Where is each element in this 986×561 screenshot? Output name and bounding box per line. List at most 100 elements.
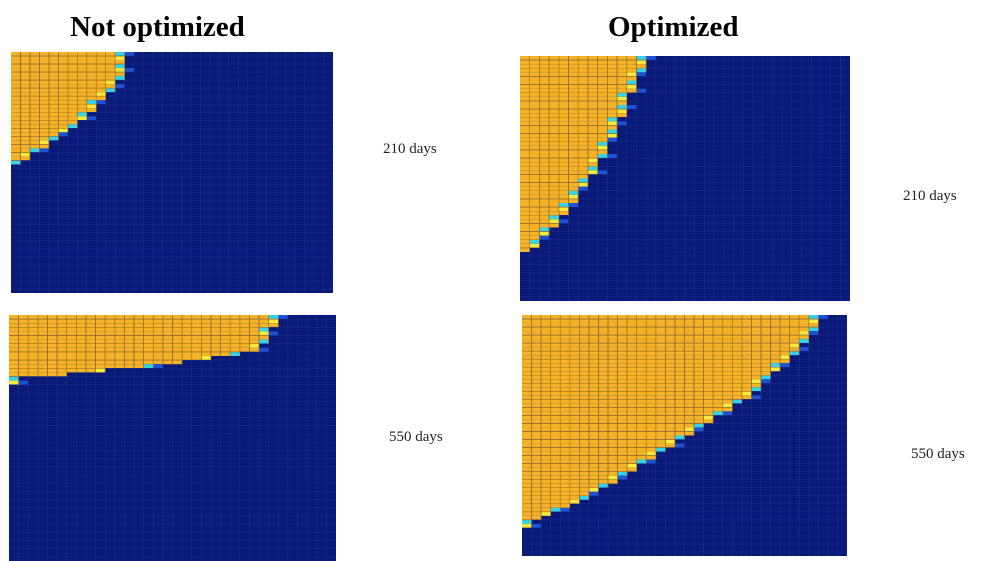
flooded-cell <box>105 80 116 85</box>
flooded-cell <box>76 339 86 344</box>
flooded-cell <box>67 76 78 81</box>
flooded-cell <box>780 315 790 320</box>
flooded-cell <box>541 499 551 504</box>
flooded-cell <box>655 399 666 404</box>
flooded-cell <box>597 129 608 134</box>
flooded-cell <box>541 455 551 460</box>
flooded-cell <box>587 96 598 101</box>
flooded-cell <box>47 347 58 352</box>
flooded-cell <box>58 84 68 89</box>
flooded-cell <box>172 356 183 361</box>
flooded-cell <box>617 96 627 101</box>
flooded-cell <box>655 395 666 400</box>
flooded-cell <box>29 148 40 153</box>
flooded-cell <box>162 351 173 356</box>
flooded-cell <box>694 411 704 416</box>
flooded-cell <box>579 331 589 336</box>
flooded-cell <box>760 335 771 340</box>
flooded-cell <box>598 327 609 332</box>
flooded-cell <box>162 319 173 324</box>
flooded-cell <box>77 72 87 77</box>
flooded-cell <box>531 483 542 488</box>
flooded-cell <box>684 403 695 408</box>
flooded-cell <box>598 355 609 360</box>
flooded-cell <box>684 375 695 380</box>
flooded-cell <box>522 419 532 424</box>
flooded-cell <box>665 443 675 448</box>
flooded-cell <box>722 343 733 348</box>
flooded-cell <box>560 459 570 464</box>
flooded-cell <box>11 116 21 121</box>
flooded-cell <box>115 52 125 57</box>
flooded-cell <box>29 144 40 149</box>
flooded-cell <box>578 129 588 134</box>
flooded-cell <box>182 327 192 332</box>
flooded-cell <box>741 367 752 372</box>
flooded-cell <box>665 335 675 340</box>
flooded-cell <box>780 359 790 364</box>
flooded-cell <box>558 125 569 130</box>
flooded-cell <box>560 391 570 396</box>
flooded-cell <box>560 471 570 476</box>
flooded-cell <box>579 463 589 468</box>
flooded-cell <box>760 351 771 356</box>
flooded-cell <box>760 331 771 336</box>
flooded-cell <box>655 443 666 448</box>
flooded-cell <box>578 133 588 138</box>
flooded-cell <box>665 371 675 376</box>
flooded-cell <box>636 387 647 392</box>
flooded-cell <box>703 335 714 340</box>
flooded-cell <box>703 371 714 376</box>
flooded-cell <box>569 343 580 348</box>
flooded-cell <box>560 331 570 336</box>
flooded-cell <box>29 76 40 81</box>
flooded-cell <box>578 178 588 183</box>
flooded-cell <box>617 339 628 344</box>
flooded-cell <box>28 360 38 365</box>
flooded-cell <box>558 84 569 89</box>
flooded-cell <box>549 194 559 199</box>
flooded-cell <box>531 447 542 452</box>
flooded-cell <box>636 455 647 460</box>
flooded-cell <box>550 327 561 332</box>
flooded-cell <box>713 363 723 368</box>
flooded-cell <box>569 367 580 372</box>
flooded-cell <box>520 76 530 81</box>
flooded-cell <box>741 351 752 356</box>
flooded-cell <box>588 323 599 328</box>
flooded-cell <box>789 319 800 324</box>
flooded-cell <box>58 120 68 125</box>
flooded-cell <box>57 327 67 332</box>
flooded-cell <box>520 154 530 159</box>
flooded-cell <box>588 399 599 404</box>
flooded-cell <box>558 207 569 212</box>
flooded-cell <box>20 96 30 101</box>
flooded-cell <box>617 463 628 468</box>
flooded-cell <box>617 443 628 448</box>
flooded-cell <box>770 339 781 344</box>
flooded-cell <box>665 359 675 364</box>
flooded-cell <box>259 331 269 336</box>
flooded-cell <box>134 351 144 356</box>
flooded-cell <box>703 407 714 412</box>
flooded-cell <box>28 335 38 340</box>
flooded-cell <box>674 351 685 356</box>
flooded-cell <box>11 132 21 137</box>
flooded-cell <box>558 174 569 179</box>
flooded-cell <box>588 451 599 456</box>
flooded-cell <box>655 439 666 444</box>
flooded-cell <box>28 364 38 369</box>
flooded-cell <box>665 355 675 360</box>
flooded-cell <box>579 379 589 384</box>
flooded-cell <box>529 76 540 81</box>
flooded-cell <box>760 319 771 324</box>
flooded-cell <box>520 190 530 195</box>
flooded-cell <box>560 355 570 360</box>
flooded-cell <box>627 319 637 324</box>
flooded-cell <box>9 351 19 356</box>
flooded-cell <box>20 104 30 109</box>
flooded-cell <box>655 363 666 368</box>
flooded-cell <box>597 80 608 85</box>
flooded-cell <box>172 339 183 344</box>
flooded-cell <box>96 56 106 61</box>
